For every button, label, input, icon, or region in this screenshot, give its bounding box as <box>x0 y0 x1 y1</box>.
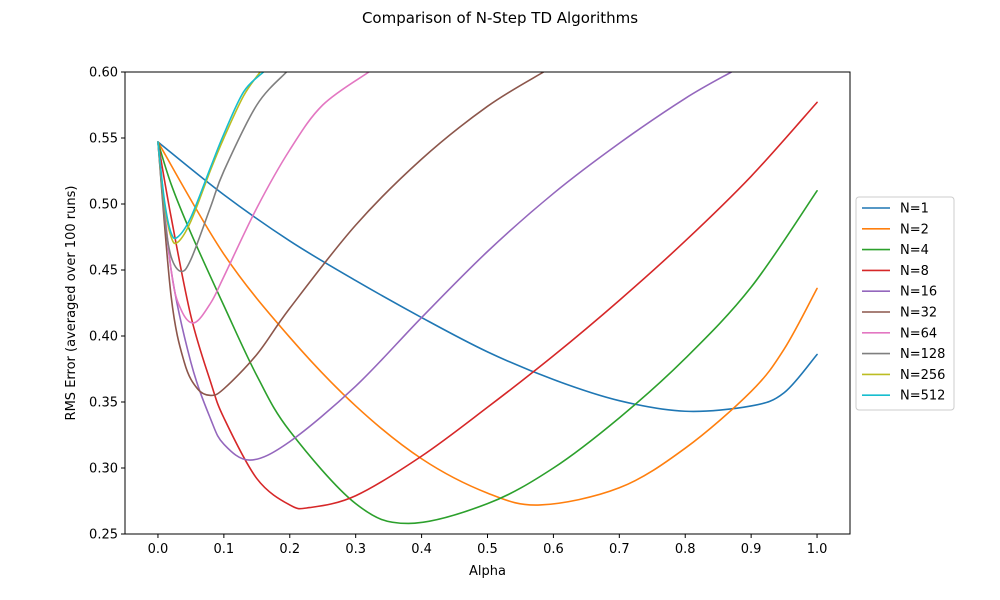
legend-entry: N=256 <box>900 368 945 383</box>
series-line-n-128 <box>157 72 288 273</box>
legend-entry: N=512 <box>900 389 945 404</box>
series-line-n-1 <box>157 141 818 413</box>
x-tick-label: 0.6 <box>543 542 564 557</box>
x-tick-label: 0.5 <box>477 542 498 557</box>
y-tick-label: 0.55 <box>89 132 118 147</box>
x-tick-label: 0.9 <box>741 542 762 557</box>
legend-entry: N=8 <box>900 264 929 279</box>
series-line-n-2 <box>157 141 818 506</box>
x-tick-label: 0.4 <box>411 542 432 557</box>
y-tick-label: 0.30 <box>89 462 118 477</box>
x-tick-label: 1.0 <box>807 542 828 557</box>
x-tick-label: 0.1 <box>214 542 235 557</box>
x-tick-label: 0.8 <box>675 542 696 557</box>
y-axis: 0.25 0.30 0.35 0.40 0.45 0.50 0.55 0.60 <box>89 66 125 543</box>
y-tick-label: 0.45 <box>89 264 118 279</box>
x-tick-label: 0.0 <box>148 542 169 557</box>
legend-entry: N=2 <box>900 222 929 237</box>
y-tick-label: 0.50 <box>89 198 118 213</box>
chart-title: Comparison of N-Step TD Algorithms <box>362 9 638 27</box>
series-line-n-4 <box>157 141 818 525</box>
legend-entry: N=16 <box>900 285 937 300</box>
series-line-n-32 <box>157 72 545 397</box>
series-line-n-64 <box>157 72 370 324</box>
series-line-n-8 <box>157 101 818 510</box>
y-tick-label: 0.60 <box>89 66 118 81</box>
y-tick-label: 0.35 <box>89 396 118 411</box>
y-tick-label: 0.25 <box>89 528 118 543</box>
x-tick-label: 0.7 <box>609 542 630 557</box>
y-tick-label: 0.40 <box>89 330 118 345</box>
legend-entry: N=128 <box>900 347 945 362</box>
legend-entry: N=4 <box>900 243 929 258</box>
series-layer <box>157 72 818 525</box>
x-tick-label: 0.2 <box>279 542 300 557</box>
y-axis-label: RMS Error (averaged over 100 runs) <box>64 186 79 421</box>
x-axis: 0.0 0.1 0.2 0.3 0.4 0.5 0.6 0.7 0.8 0.9 1.0 <box>148 534 828 557</box>
legend-entry: N=64 <box>900 326 937 341</box>
plot-area-frame <box>124 71 851 535</box>
legend-entry: N=1 <box>900 202 929 217</box>
legend: N=1 N=2 N=4 N=8 N=16 N=32 N=64 N=128 N=256 N=512 <box>855 196 955 411</box>
x-axis-label: Alpha <box>469 564 506 579</box>
series-line-n-16 <box>157 72 733 461</box>
x-tick-label: 0.3 <box>345 542 366 557</box>
series-line-n-256 <box>157 72 261 245</box>
legend-entry: N=32 <box>900 306 937 321</box>
series-line-n-512 <box>157 72 265 240</box>
